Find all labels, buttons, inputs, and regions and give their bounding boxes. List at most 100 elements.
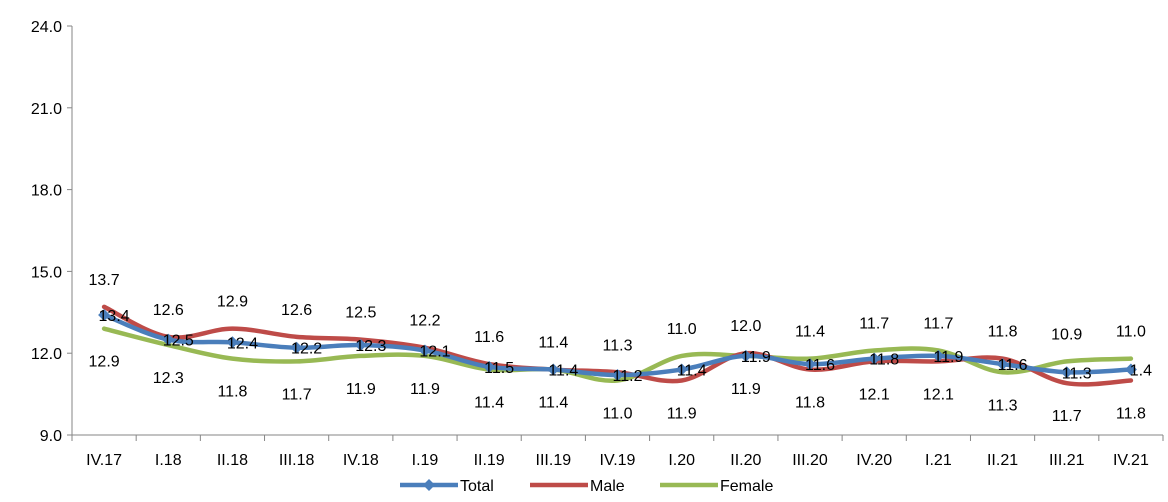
data-label-female: 12.9 <box>89 354 120 371</box>
axes: 9.0 12.0 15.0 18.0 21.0 24.0 IV.17 I.18 II.18 III… <box>31 19 1164 469</box>
data-label-female: 11.3 <box>988 397 1018 414</box>
data-point-total <box>675 363 688 376</box>
x-tick-label: II.18 <box>217 452 248 469</box>
data-label-male: 12.9 <box>217 294 248 311</box>
data-label-male: 11.3 <box>603 337 633 354</box>
data-point-total <box>611 369 624 382</box>
data-label-total: 11.3 <box>1062 365 1092 382</box>
data-label-male: 11.6 <box>474 329 504 346</box>
data-label-female: 11.4 <box>538 395 568 412</box>
data-label-female: 12.1 <box>859 386 890 403</box>
data-point-total <box>98 309 111 322</box>
data-label-total: 1.4 <box>1130 363 1152 380</box>
data-label-total: 12.4 <box>227 335 258 352</box>
data-label-total: 11.9 <box>741 349 771 366</box>
y-tick-label: 12.0 <box>31 346 62 363</box>
data-label-male: 13.7 <box>89 272 120 289</box>
data-point-total <box>1060 366 1073 379</box>
x-tick-label: IV.20 <box>856 452 892 469</box>
data-label-female: 12.3 <box>153 370 184 387</box>
data-label-female: 11.8 <box>217 384 247 401</box>
data-point-total <box>290 341 303 354</box>
data-label-total: 11.4 <box>677 363 707 380</box>
y-tick-label: 18.0 <box>31 183 62 200</box>
data-label-total: 12.2 <box>291 341 322 358</box>
x-tick-label: I.19 <box>412 452 439 469</box>
data-point-total <box>868 352 881 365</box>
data-label-male: 11.7 <box>859 315 889 332</box>
legend-label-total: Total <box>460 478 494 495</box>
data-label-male: 12.6 <box>153 302 184 319</box>
legend-label-male: Male <box>590 478 625 495</box>
data-label-male: 12.6 <box>281 302 312 319</box>
data-point-total <box>226 336 239 349</box>
data-label-total: 11.2 <box>613 368 643 385</box>
data-point-total <box>739 349 752 362</box>
x-tick-label: III.18 <box>279 452 315 469</box>
data-label-total: 13.4 <box>99 308 130 325</box>
y-tick-label: 9.0 <box>40 428 62 445</box>
legend-marker-total <box>423 479 435 491</box>
data-label-female: 11.9 <box>346 381 376 398</box>
y-tick-label: 15.0 <box>31 264 62 281</box>
x-tick-label: IV.17 <box>86 452 122 469</box>
data-label-female: 11.0 <box>603 405 633 422</box>
data-label-total: 12.1 <box>419 343 450 360</box>
data-label-male: 12.5 <box>345 305 376 322</box>
y-tick-label: 21.0 <box>31 101 62 118</box>
data-label-female: 11.9 <box>667 405 697 422</box>
x-tick-label: IV.19 <box>600 452 636 469</box>
x-tick-label: IV.21 <box>1113 452 1149 469</box>
data-label-female: 12.1 <box>923 386 954 403</box>
x-tick-label: I.21 <box>925 452 952 469</box>
data-point-total <box>996 358 1009 371</box>
x-tick-label: II.21 <box>987 452 1018 469</box>
data-label-total: 12.5 <box>163 333 194 350</box>
data-label-male: 11.8 <box>988 324 1018 341</box>
data-label-total: 11.5 <box>484 360 514 377</box>
x-tick-label: II.20 <box>730 452 761 469</box>
data-label-female: 11.7 <box>282 386 312 403</box>
data-label-total: 11.6 <box>805 357 835 374</box>
data-label-male: 11.0 <box>1116 324 1146 341</box>
legend-label-female: Female <box>720 478 773 495</box>
data-point-total <box>354 339 367 352</box>
x-tick-label: II.19 <box>474 452 505 469</box>
data-label-male: 11.0 <box>667 321 697 338</box>
data-label-female: 11.7 <box>1052 408 1082 425</box>
x-tick-label: III.20 <box>792 452 828 469</box>
data-label-male: 11.7 <box>923 315 953 332</box>
x-tick-label: I.18 <box>155 452 182 469</box>
data-label-total: 12.3 <box>355 338 386 355</box>
x-tick-label: IV.18 <box>343 452 379 469</box>
data-point-total <box>162 333 175 346</box>
data-label-female: 11.8 <box>1116 405 1146 422</box>
y-tick-label: 24.0 <box>31 19 62 36</box>
data-label-total: 11.6 <box>998 357 1028 374</box>
data-point-total <box>932 349 945 362</box>
data-label-male: 11.4 <box>538 335 568 352</box>
data-label-female: 11.8 <box>795 395 825 412</box>
data-point-total <box>804 358 817 371</box>
data-label-total: 11.4 <box>548 363 578 380</box>
x-tick-label: III.21 <box>1049 452 1085 469</box>
data-point-total <box>483 360 496 373</box>
legend: Total Male Female <box>400 478 773 495</box>
data-point-total <box>547 363 560 376</box>
data-label-male: 10.9 <box>1051 326 1082 343</box>
data-label-female: 11.9 <box>731 381 761 398</box>
data-label-total: 11.9 <box>933 349 963 366</box>
data-label-male: 12.2 <box>409 313 440 330</box>
data-label-male: 11.4 <box>795 324 825 341</box>
x-tick-label: III.19 <box>536 452 572 469</box>
series-lines <box>98 304 1137 387</box>
data-label-total: 11.8 <box>869 352 899 369</box>
data-labels: 13.4 12.5 12.4 12.2 12.3 12.1 11.5 11.4 11.2 11.4… <box>89 272 1153 425</box>
data-point-total <box>1124 363 1137 376</box>
data-label-female: 11.4 <box>474 395 504 412</box>
data-label-female: 11.9 <box>410 381 440 398</box>
data-label-male: 12.0 <box>730 318 761 335</box>
data-point-total <box>418 344 431 357</box>
x-tick-label: I.20 <box>668 452 695 469</box>
